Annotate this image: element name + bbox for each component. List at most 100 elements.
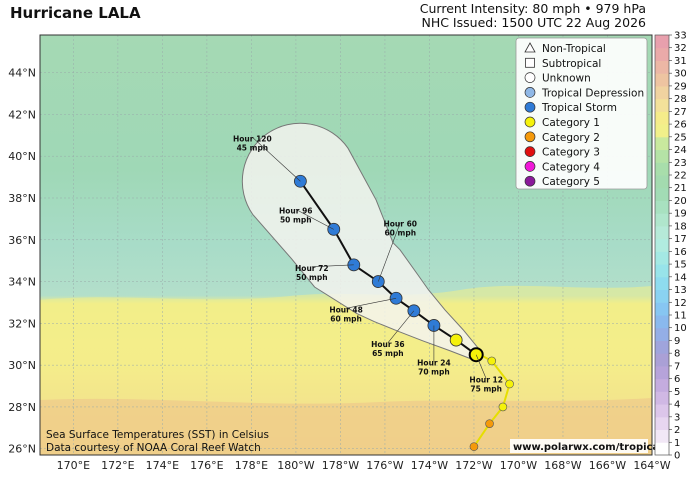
legend-marker-tropical-depression [524,87,536,98]
colorbar-segment [655,149,669,163]
lon-label: 170°W [500,459,537,472]
colorbar-label: 21 [674,183,687,194]
data-credit: Data courtesy of NOAA Coral Reef Watch [46,442,261,454]
colorbar-label: 25 [674,132,687,143]
lon-label: 180°W [277,459,314,472]
colorbar-label: 5 [674,387,680,398]
colorbar-label: 13 [674,285,687,296]
issued-time: NHC Issued: 1500 UTC 22 Aug 2026 [421,15,646,30]
lat-label: 36°N [8,234,36,247]
legend-marker-category-3 [524,146,536,157]
past-track-point [498,402,508,412]
colorbar-segment [655,353,669,367]
past-track-point [505,379,514,389]
colorbar-segment [655,404,669,418]
label-leader-line [387,310,415,344]
colorbar-label: 15 [674,260,687,271]
colorbar-segment [655,213,669,227]
legend-marker-category-4 [524,161,536,172]
lat-label: 28°N [8,401,36,414]
forecast-hour-label: Hour 24 [417,358,451,367]
forecast-wind-label: 45 mph [237,143,269,152]
lat-label: 38°N [8,192,36,205]
colorbar-segment [655,264,669,278]
legend-marker-unknown [524,72,536,83]
colorbar-label: 11 [674,311,687,322]
colorbar-segment [655,111,669,125]
colorbar-label: 3 [674,412,680,423]
colorbar-segment [655,200,669,214]
forecast-hour-label: Hour 12 [469,376,503,385]
forecast-hour-label: Hour 36 [371,340,405,349]
sst-colorbar: 0123456789101112131415161718192021222324… [654,31,687,462]
legend-label: Category 5 [542,176,600,188]
label-leader-line [311,264,354,268]
legend-label: Unknown [542,73,591,85]
sst-credit: Sea Surface Temperatures (SST) in Celsiu… [46,429,269,454]
colorbar-label: 16 [674,247,687,258]
lon-label: 176°W [366,459,403,472]
colorbar-label: 9 [674,336,680,347]
lon-label: 172°W [455,459,492,472]
forecast-hour-label: Hour 60 [384,220,418,229]
colorbar-label: 19 [674,209,687,220]
colorbar-segment [655,327,669,341]
colorbar-label: 17 [674,234,687,245]
storm-title: Hurricane LALA [10,4,141,22]
legend-box [515,37,648,190]
lon-label: 166°W [589,459,626,472]
past-track-point [485,419,494,428]
storm-info: Current Intensity: 80 mph • 979 hPa NHC … [420,2,646,30]
colorbar-label: 27 [674,107,687,118]
colorbar-segment [655,365,669,380]
forecast-hour-label: Hour 72 [295,264,329,273]
colorbar-segment [655,315,669,329]
colorbar-segment [655,442,669,456]
colorbar-segment [655,73,669,87]
legend-label: Tropical Storm [541,102,617,114]
label-leader-line [295,209,334,230]
colorbar-label: 31 [674,56,687,67]
legend-marker-non-tropical [524,42,536,53]
legend-marker-category-5 [524,175,536,187]
legend-marker-tropical-storm [524,101,536,113]
colorbar-segment [655,60,669,74]
legend-marker-category-1 [524,116,536,128]
lon-label: 174°E [146,459,179,472]
longitude-labels: 170°E 172°E 174°E 176°E 178°E 180°W 178°W 176°W… [57,459,671,472]
lon-label: 172°E [101,459,134,472]
lat-label: 40°N [8,150,36,163]
colorbar-segment [655,289,669,303]
legend-label: Subtropical [542,58,601,70]
colorbar-label: 0 [674,451,680,462]
forecast-wind-label: 50 mph [280,215,312,224]
colorbar-segment [655,225,669,240]
colorbar-segment [655,378,669,392]
colorbar-label: 29 [674,81,687,92]
colorbar-border [654,34,670,456]
lat-label: 44°N [8,67,36,80]
legend-marker-subtropical [525,57,535,68]
past-track-point [487,356,497,366]
lon-label: 170°E [57,459,90,472]
forecast-hour-label: Hour 120 [233,134,272,143]
colorbar-label: 22 [674,171,687,182]
legend-marker-category-2 [524,131,536,143]
colorbar-label: 26 [674,120,687,131]
legend-label: Category 3 [542,147,600,159]
label-leader-line [252,137,301,182]
legend-label: Category 2 [542,132,600,144]
colorbar-segment [655,98,669,112]
lon-label: 164°W [633,459,670,472]
legend-label: Non-Tropical [542,43,606,55]
colorbar-segment [655,391,669,405]
lon-label: 176°E [190,459,223,472]
past-track-point [469,442,479,451]
past-track-points [469,356,514,451]
latitude-labels: 44°N 42°N 40°N 38°N 36°N 34°N 32°N 30°N 28°N 26°N [8,67,36,456]
website-link[interactable]: www.polarwx.com/tropical [513,442,663,453]
forecast-wind-label: 65 mph [372,349,404,358]
